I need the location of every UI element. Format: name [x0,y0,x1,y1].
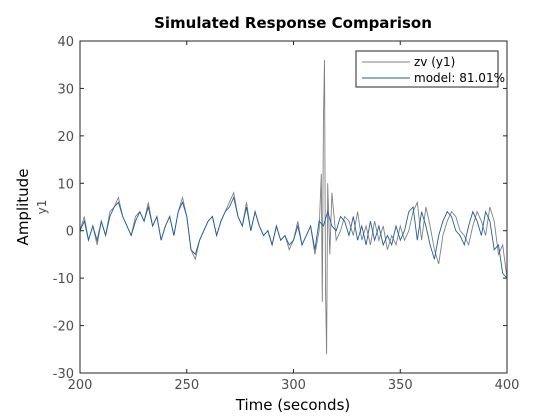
legend-label-zv: zv (y1) [414,55,455,69]
series-line-model [79,196,508,279]
x-tick-label: 350 [388,378,413,393]
x-tick-label: 200 [68,378,93,393]
legend: zv (y1) model: 81.01% [355,50,505,88]
y-axis-ticks: -30 -20 -10 0 10 20 30 40 [53,35,507,382]
x-tick-label: 300 [281,378,306,393]
x-tick-label: 400 [495,378,520,393]
chart-title: Simulated Response Comparison [154,14,432,32]
y-tick-label: -10 [53,272,74,287]
axes-background [80,41,507,373]
y-tick-label: 40 [57,35,74,50]
y-tick-label: 0 [66,225,74,240]
y-tick-label: -30 [53,367,74,382]
y-tick-label: 30 [57,82,74,97]
y-tick-label: 20 [57,130,74,145]
y-tick-label: -20 [53,320,74,335]
x-axis-label: Time (seconds) [235,396,351,414]
x-tick-label: 250 [174,378,199,393]
legend-label-model: model: 81.01% [414,71,505,85]
y-tick-label: 10 [57,177,74,192]
legend-box [355,50,499,88]
y-axis-channel-label: y1 [35,200,49,215]
x-axis-ticks: 200 250 300 350 400 [68,41,520,393]
y-axis-label: Amplitude [14,169,32,246]
plot-area [79,59,508,355]
